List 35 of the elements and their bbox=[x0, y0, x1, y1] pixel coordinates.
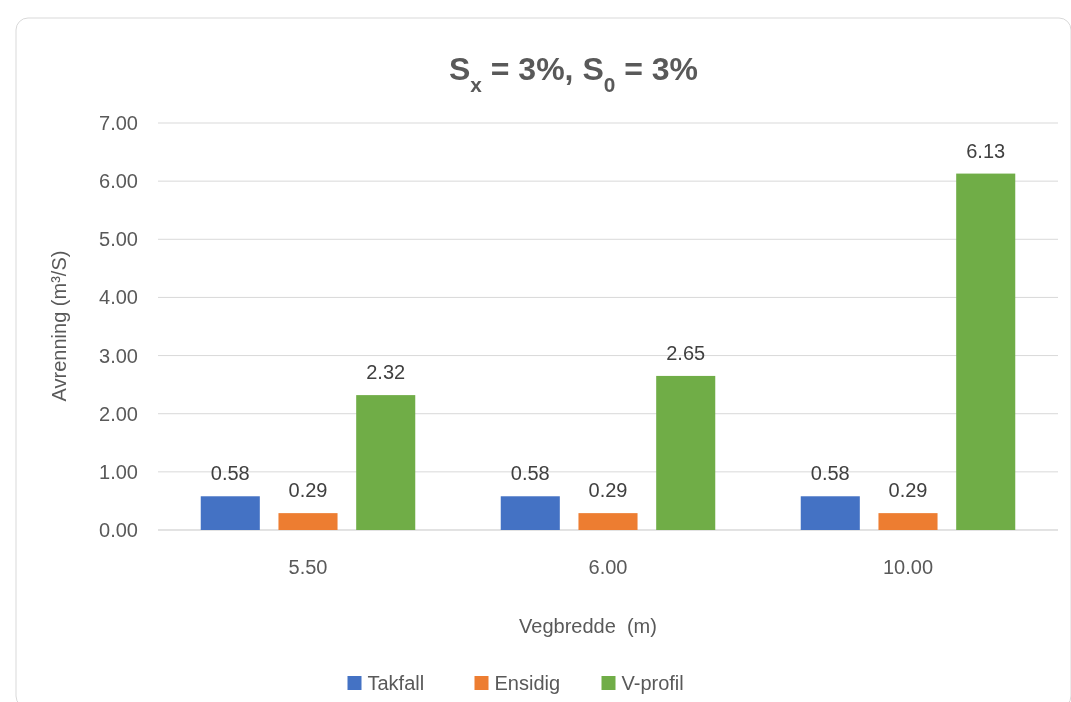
data-label: 0.58 bbox=[810, 462, 850, 485]
x-tick-label: 6.00 bbox=[588, 556, 628, 578]
legend-label: V-profil bbox=[621, 672, 684, 694]
y-tick-label: 5.00 bbox=[99, 228, 138, 251]
y-tick-label: 1.00 bbox=[99, 460, 138, 483]
bar bbox=[956, 173, 1016, 530]
data-label: 2.65 bbox=[666, 341, 706, 364]
data-label: 0.29 bbox=[888, 479, 928, 502]
y-axis-title: Avrenning (m³/S) bbox=[48, 250, 70, 402]
bar bbox=[656, 375, 716, 530]
bar bbox=[878, 513, 938, 530]
data-label: 0.29 bbox=[588, 479, 628, 502]
bar bbox=[356, 395, 416, 530]
bar bbox=[500, 496, 560, 530]
y-tick-label: 0.00 bbox=[99, 519, 138, 541]
y-tick-label: 4.00 bbox=[99, 286, 138, 309]
data-label: 2.32 bbox=[366, 361, 406, 384]
y-tick-label: 2.00 bbox=[99, 402, 138, 425]
bar bbox=[578, 513, 638, 530]
legend-label: Takfall bbox=[367, 672, 425, 694]
y-tick-label: 7.00 bbox=[99, 112, 138, 134]
x-axis-title: Vegbredde (m) bbox=[519, 615, 657, 637]
x-tick-label: 10.00 bbox=[882, 556, 934, 578]
bar bbox=[200, 496, 260, 530]
legend-label: Ensidig bbox=[494, 672, 561, 694]
chart-title: S$_{x}$ = 3%, S$_{0}$ = 3% bbox=[448, 51, 699, 96]
data-label: 0.29 bbox=[288, 479, 328, 502]
data-label: 0.58 bbox=[210, 462, 250, 485]
data-label: 0.58 bbox=[510, 462, 550, 485]
bar bbox=[800, 496, 860, 530]
y-tick-label: 3.00 bbox=[99, 344, 138, 367]
x-tick-label: 5.50 bbox=[288, 556, 328, 578]
y-tick-label: 6.00 bbox=[99, 170, 138, 193]
data-label: 6.13 bbox=[966, 139, 1006, 162]
bar bbox=[278, 513, 338, 530]
